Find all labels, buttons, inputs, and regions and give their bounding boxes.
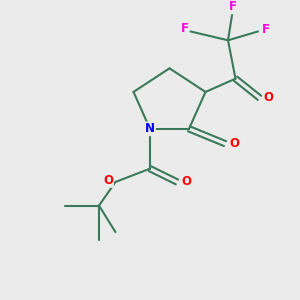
Text: F: F	[262, 23, 269, 37]
Text: N: N	[145, 122, 155, 135]
Text: F: F	[229, 0, 236, 14]
Text: O: O	[103, 174, 113, 187]
Text: O: O	[229, 137, 239, 150]
Text: O: O	[181, 176, 191, 188]
Text: O: O	[263, 91, 274, 104]
Text: F: F	[181, 22, 188, 35]
